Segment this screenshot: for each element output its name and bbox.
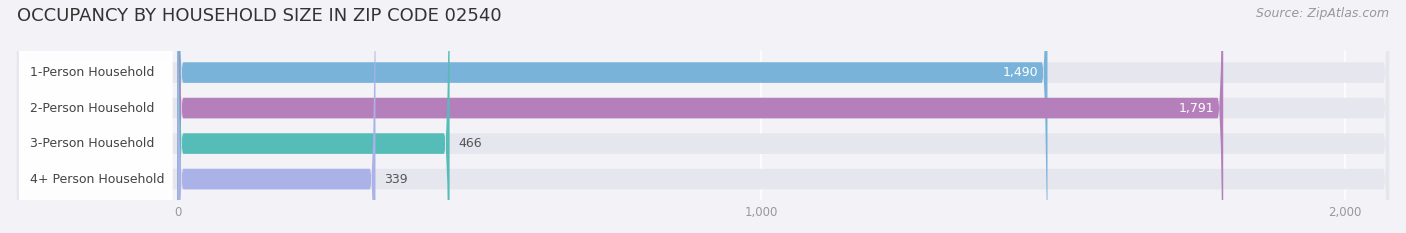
FancyBboxPatch shape <box>177 0 375 233</box>
FancyBboxPatch shape <box>17 0 1389 233</box>
Text: 3-Person Household: 3-Person Household <box>30 137 155 150</box>
FancyBboxPatch shape <box>17 0 1389 233</box>
FancyBboxPatch shape <box>17 0 1389 233</box>
FancyBboxPatch shape <box>17 0 1389 233</box>
Text: OCCUPANCY BY HOUSEHOLD SIZE IN ZIP CODE 02540: OCCUPANCY BY HOUSEHOLD SIZE IN ZIP CODE … <box>17 7 502 25</box>
FancyBboxPatch shape <box>20 0 173 233</box>
Text: 1,490: 1,490 <box>1002 66 1039 79</box>
FancyBboxPatch shape <box>20 0 173 233</box>
Text: Source: ZipAtlas.com: Source: ZipAtlas.com <box>1256 7 1389 20</box>
FancyBboxPatch shape <box>177 0 450 233</box>
Text: 2-Person Household: 2-Person Household <box>30 102 155 115</box>
Text: 4+ Person Household: 4+ Person Household <box>30 173 165 185</box>
FancyBboxPatch shape <box>177 0 1047 233</box>
Text: 1,791: 1,791 <box>1178 102 1215 115</box>
FancyBboxPatch shape <box>20 0 173 233</box>
FancyBboxPatch shape <box>20 0 173 233</box>
Text: 1-Person Household: 1-Person Household <box>30 66 155 79</box>
Text: 339: 339 <box>384 173 408 185</box>
Text: 466: 466 <box>458 137 482 150</box>
FancyBboxPatch shape <box>177 0 1223 233</box>
